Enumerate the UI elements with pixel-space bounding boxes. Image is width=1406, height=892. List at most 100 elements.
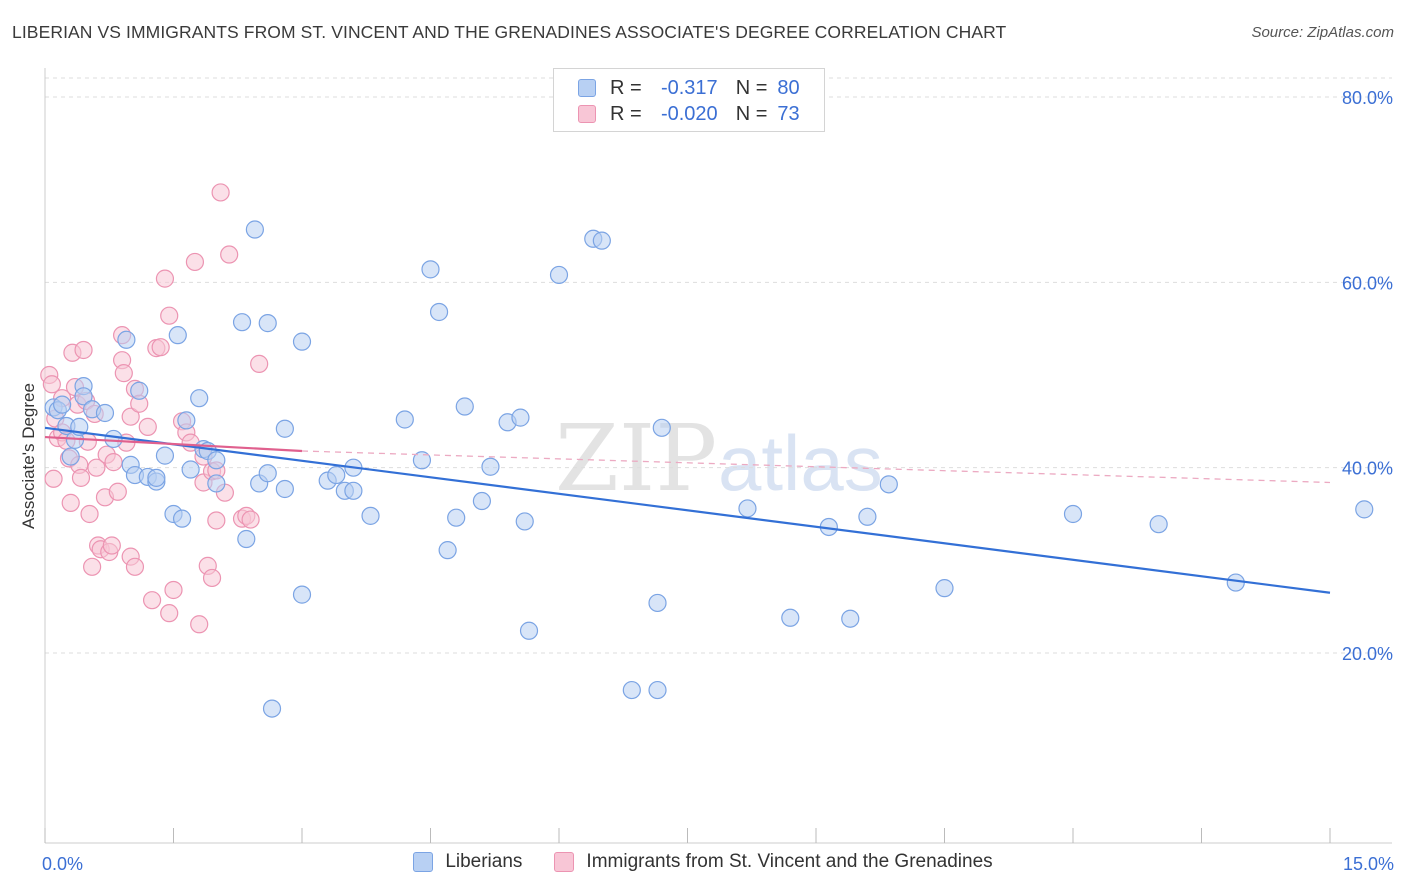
immigrants-point (202, 568, 222, 588)
liberians-point (738, 499, 757, 518)
liberians-point (292, 332, 312, 351)
liberians-point (292, 585, 312, 604)
legend-n-value: 73 (777, 102, 800, 125)
liberians-trend-line (44, 426, 1331, 594)
series-legend-liberians: Liberians (413, 851, 522, 873)
y-axis-label: Associate's Degree (19, 383, 38, 529)
immigrants-point (74, 340, 93, 360)
immigrants-point (160, 306, 179, 325)
liberians-point (549, 265, 569, 285)
legend-n-value: 80 (777, 76, 800, 99)
immigrants-point (102, 536, 121, 555)
liberians-point (648, 680, 667, 700)
legend-n-label: N = (735, 102, 768, 125)
immigrants-point (241, 510, 260, 529)
legend-row-immigrants: R = -0.020 N = 73 (578, 103, 800, 125)
liberians-point (652, 418, 671, 437)
watermark: ZIP atlas (555, 405, 883, 512)
liberians-point (258, 464, 277, 483)
liberians-point (1355, 500, 1374, 519)
liberians-point (61, 447, 80, 466)
liberians-point (361, 506, 380, 525)
legend-r-value: -0.317 (660, 76, 718, 99)
immigrants-point (114, 364, 133, 383)
immigrants-point (83, 557, 102, 576)
immigrants-point (164, 580, 183, 600)
legend-row-liberians: R = -0.317 N = 80 (578, 77, 800, 99)
liberians-point (841, 609, 860, 628)
immigrants-trend-line (44, 435, 303, 453)
x-tick-label-max: 15.0% (1343, 854, 1394, 874)
legend-n-label: N = (735, 76, 768, 99)
immigrants-point (44, 469, 63, 488)
immigrants-point (142, 591, 162, 610)
immigrants-point (104, 453, 123, 472)
y-tick-label: 60.0% (1342, 273, 1393, 293)
liberians-point (172, 509, 192, 528)
legend-r-value: -0.020 (660, 102, 718, 125)
immigrants-point (151, 338, 170, 357)
liberians-point (130, 381, 149, 400)
liberians-point (515, 512, 534, 531)
liberians-point (207, 474, 226, 493)
y-tick-label: 40.0% (1342, 459, 1393, 479)
liberians-point (245, 220, 264, 239)
immigrants-point (61, 493, 80, 512)
pink-series-points (40, 183, 269, 634)
series-label-liberians: Liberians (445, 851, 523, 872)
series-swatch-pink (554, 852, 575, 872)
liberians-point (592, 231, 611, 250)
x-tick-label-min: 0.0% (42, 854, 83, 874)
immigrants-point (250, 354, 269, 373)
liberians-point (327, 465, 346, 485)
liberians-point (190, 389, 209, 408)
liberians-point (935, 579, 954, 598)
liberians-point (1149, 515, 1168, 534)
liberians-point (275, 419, 294, 438)
legend-r-label: R = (610, 102, 642, 125)
liberians-point (421, 260, 440, 279)
liberians-point (1063, 504, 1083, 524)
liberians-point (1226, 573, 1245, 592)
liberians-point (879, 475, 898, 494)
watermark-atlas: atlas (718, 419, 883, 507)
watermark-zip: ZIP (555, 405, 717, 512)
trend-lines (44, 426, 1331, 594)
liberians-point (181, 460, 200, 479)
liberians-point (232, 313, 252, 332)
liberians-point (648, 593, 667, 613)
grid (45, 77, 1392, 654)
immigrants-point (121, 407, 140, 426)
liberians-point (344, 481, 363, 500)
series-legend: Liberians Immigrants from St. Vincent an… (0, 851, 1406, 873)
liberians-point (511, 408, 530, 427)
liberians-point (147, 468, 166, 487)
immigrants-point (155, 269, 175, 288)
series-swatch-blue (413, 852, 434, 872)
legend-swatch-blue (578, 79, 596, 97)
immigrants-point (125, 557, 145, 576)
stats-legend: R = -0.317 N = 80 R = -0.020 N = 73 (553, 68, 825, 132)
liberians-point (53, 395, 72, 414)
series-legend-immigrants: Immigrants from St. Vincent and the Gren… (554, 851, 993, 873)
immigrants-point (207, 511, 226, 530)
y-tick-label: 20.0% (1342, 644, 1393, 664)
liberians-point (95, 403, 115, 423)
liberians-point (447, 508, 466, 527)
liberians-point (472, 491, 491, 511)
liberians-point (455, 397, 474, 416)
axes (44, 68, 1392, 844)
liberians-point (781, 608, 800, 627)
liberians-point (168, 326, 187, 345)
immigrants-point (108, 482, 127, 501)
liberians-point (258, 314, 277, 333)
immigrants-point (87, 458, 106, 477)
immigrants-point (71, 468, 91, 487)
x-tick-labels: 0.0% 15.0% (42, 854, 1394, 874)
liberians-point (395, 410, 414, 429)
immigrants-point (80, 504, 99, 524)
liberians-point (858, 507, 877, 526)
liberians-point (74, 387, 93, 406)
immigrants-point (160, 604, 179, 623)
